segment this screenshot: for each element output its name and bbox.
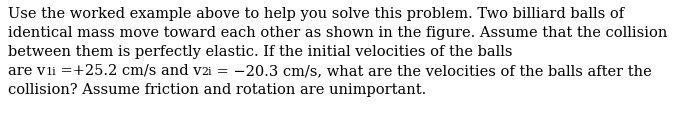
- Text: between them is perfectly elastic. If the initial velocities of the balls: between them is perfectly elastic. If th…: [8, 45, 512, 59]
- Text: collision? Assume friction and rotation are unimportant.: collision? Assume friction and rotation …: [8, 83, 426, 97]
- Text: = −20.3 cm/s, what are the velocities of the balls after the: = −20.3 cm/s, what are the velocities of…: [212, 64, 651, 78]
- Text: =+25.2 cm/s and v: =+25.2 cm/s and v: [56, 64, 201, 78]
- Text: identical mass move toward each other as shown in the figure. Assume that the co: identical mass move toward each other as…: [8, 26, 668, 40]
- Text: 1i: 1i: [45, 67, 56, 77]
- Text: 2i: 2i: [201, 67, 212, 77]
- Text: are v: are v: [8, 64, 45, 78]
- Text: Use the worked example above to help you solve this problem. Two billiard balls : Use the worked example above to help you…: [8, 7, 624, 21]
